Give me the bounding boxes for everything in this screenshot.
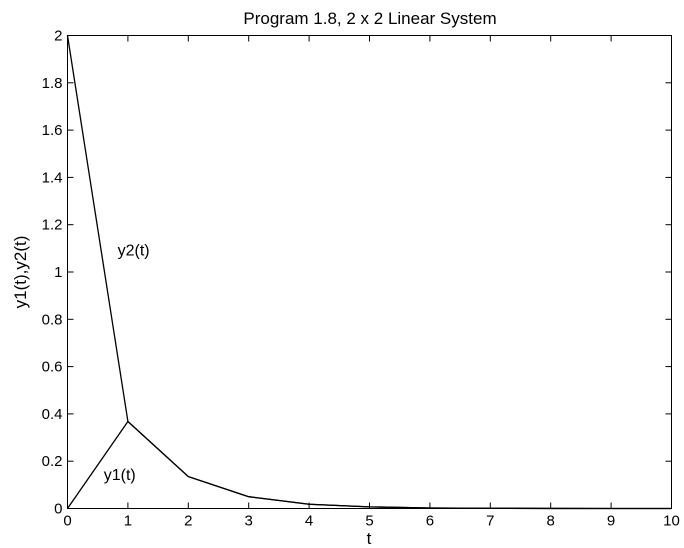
axis-ticks: 0 1 2 3 4 5 6 7 8 9 10 0 0.2 0.4 0.6 0.8 1 1.2 1.4 1.6 1.8 2	[42, 28, 680, 530]
y-axis-label: y1(t),y2(t)	[11, 236, 30, 309]
x-tick-label: 7	[486, 513, 494, 530]
x-tick-label: 0	[63, 513, 71, 530]
x-tick-label: 5	[365, 513, 373, 530]
x-tick-label: 8	[547, 513, 555, 530]
plot-frame	[67, 35, 672, 509]
y-tick-label: 1	[54, 264, 62, 281]
x-tick-label: 2	[184, 513, 192, 530]
x-tick-label: 10	[663, 513, 680, 530]
x-tick-label: 9	[607, 513, 615, 530]
y-tick-label: 2	[54, 28, 62, 45]
series-line-0	[66, 420, 672, 510]
chart-title: Program 1.8, 2 x 2 Linear System	[243, 9, 496, 28]
x-axis-label: t	[367, 529, 372, 548]
y-tick-label: 0.6	[42, 359, 63, 376]
series-annotation: y1(t)	[104, 467, 136, 484]
y-tick-label: 1.6	[42, 122, 63, 139]
y-tick-label: 0.8	[42, 311, 63, 328]
y-tick-label: 0.2	[42, 453, 63, 470]
x-tick-label: 4	[305, 513, 313, 530]
y-tick-label: 1.2	[42, 217, 63, 234]
series-annotation: y2(t)	[118, 242, 150, 259]
series-line-1	[66, 35, 672, 510]
y-tick-label: 1.8	[42, 75, 63, 92]
series-lines	[66, 35, 672, 510]
annotations: y2(t) y1(t)	[104, 242, 150, 484]
x-tick-label: 1	[124, 513, 132, 530]
x-tick-label: 6	[426, 513, 434, 530]
y-tick-label: 0.4	[42, 406, 63, 423]
y-tick-label: 0	[54, 501, 62, 518]
x-tick-label: 3	[245, 513, 253, 530]
y-tick-label: 1.4	[42, 169, 63, 186]
